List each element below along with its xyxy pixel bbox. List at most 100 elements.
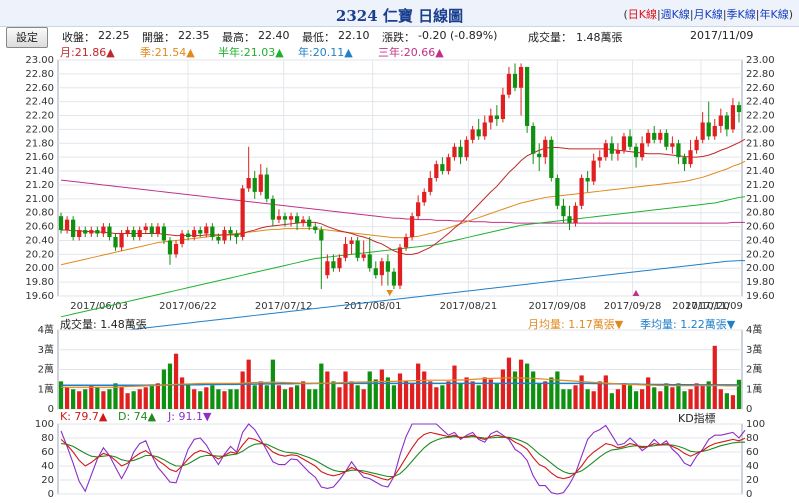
ma-year: 年:20.11▲ [298, 46, 353, 59]
price-x-tick: 2017/06/03 [70, 301, 128, 312]
volume-bar [210, 385, 215, 409]
candle-body [434, 164, 439, 178]
volume-bar [349, 381, 354, 409]
settings-button[interactable]: 設定 [6, 27, 48, 48]
candle-body [706, 122, 711, 137]
ma-month: 月:21.86▲ [60, 46, 115, 59]
volume-bar [198, 391, 203, 409]
candle-body [422, 191, 427, 203]
volume-bar [537, 383, 542, 409]
kd-j-value: J: 91.1▼ [168, 410, 212, 423]
kd-y-tick-right: 40 [746, 461, 759, 472]
candle-body [101, 226, 106, 234]
volume-bar [313, 389, 318, 409]
volume-bar [440, 385, 445, 409]
volume-y-tick-left: 2萬 [38, 363, 54, 376]
volume-bar [706, 381, 711, 409]
volume-bar [573, 385, 578, 409]
volume-bar [609, 393, 614, 409]
kd-y-tick-left: 60 [41, 447, 54, 458]
volume-bar [319, 363, 324, 409]
price-y-tick-right: 19.60 [746, 291, 775, 302]
candle-body [361, 254, 366, 258]
volume-bar [252, 385, 257, 409]
candle-body [658, 132, 663, 140]
candle-body [567, 216, 572, 224]
volume-bar [482, 377, 487, 409]
candle-body [561, 205, 566, 217]
candle-body [192, 230, 197, 237]
candle-body [700, 122, 705, 140]
price-y-tick-right: 20.40 [746, 235, 775, 246]
price-x-tick: 2017/10/20 [672, 301, 730, 312]
candle-body [724, 115, 729, 130]
price-y-tick-right: 22.60 [746, 83, 775, 94]
period-link-weekly[interactable]: 週K線 [660, 8, 690, 21]
volume-bar [155, 383, 160, 409]
candle-body [476, 129, 481, 137]
volume-bar [119, 387, 124, 409]
volume-bar [712, 345, 717, 409]
price-y-tick-right: 22.00 [746, 124, 775, 135]
volume-bar [670, 387, 675, 409]
candle-body [640, 143, 645, 158]
price-y-tick-right: 21.20 [746, 180, 775, 191]
volume-bar [597, 381, 602, 409]
period-link-daily[interactable]: 日K線 [627, 8, 657, 21]
volume-value: 1.48萬張 [576, 31, 623, 44]
candle-body [71, 219, 76, 237]
volume-bar [664, 383, 669, 409]
candle-body [137, 230, 142, 237]
candle-body [409, 216, 415, 237]
candle-body [391, 271, 397, 286]
candle-body [458, 146, 463, 158]
price-y-tick-left: 20.60 [25, 222, 54, 233]
volume-bar [294, 385, 300, 409]
volume-bar [494, 383, 499, 409]
price-y-tick-left: 21.80 [25, 138, 54, 149]
volume-bar [397, 373, 403, 409]
ma-line-quarter [60, 160, 746, 266]
volume-bar [524, 363, 530, 409]
candle-body [77, 230, 82, 237]
volume-bar [682, 391, 687, 409]
volume-bar [355, 385, 360, 409]
volume-bar [325, 371, 330, 409]
candle-body [113, 237, 118, 248]
low-label: 最低： [302, 31, 335, 44]
kd-y-tick-left: 80 [41, 433, 54, 444]
volume-bar [409, 383, 415, 409]
volume-bar [64, 387, 70, 409]
candle-body [537, 153, 542, 158]
title-bar: 2324 仁寶 日線圖 (日K線|週K線|月K線|季K線|年K線) [0, 0, 799, 27]
candle-body [89, 230, 94, 234]
open-label: 開盤： [142, 31, 175, 44]
candle-body [210, 226, 215, 237]
price-y-tick-right: 21.40 [746, 166, 775, 177]
volume-bar [222, 391, 227, 409]
volume-bar [488, 379, 493, 409]
period-link-yearly[interactable]: 年K線 [759, 8, 789, 21]
quote-date: 2017/11/09 [690, 29, 754, 42]
volume-bar [603, 375, 608, 409]
kd-k-value: K: 79.7▲ [60, 410, 108, 423]
period-link-monthly[interactable]: 月K線 [693, 8, 723, 21]
price-y-tick-right: 21.00 [746, 194, 775, 205]
candle-body [652, 132, 657, 140]
candle-body [428, 178, 433, 192]
candle-body [506, 73, 512, 95]
volume-bar [131, 391, 136, 409]
kd-panel-frame [57, 423, 743, 495]
volume-y-tick-right: 4萬 [746, 323, 762, 336]
period-link-quarterly[interactable]: 季K線 [726, 8, 756, 21]
volume-bar [500, 369, 506, 409]
kd-y-tick-left: 100 [35, 419, 54, 430]
volume-bar [331, 381, 336, 409]
price-y-tick-left: 20.20 [25, 249, 54, 260]
volume-bar [434, 387, 439, 409]
candle-body [83, 230, 88, 234]
candle-body [397, 247, 403, 286]
candle-body [58, 216, 64, 231]
ma-line-month [61, 138, 746, 255]
